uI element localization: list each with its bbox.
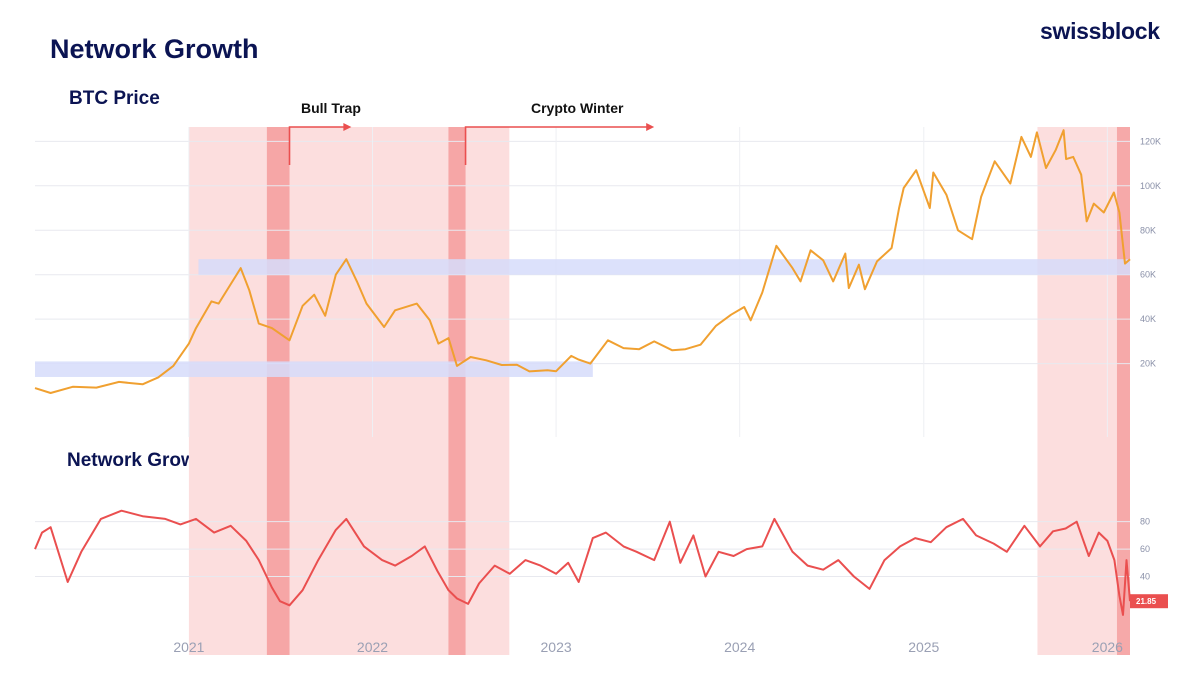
axis-ticks: 20K 40K 60K 80K 100K 120K 40 60 80 2021 2022 2023 20…	[173, 136, 1168, 655]
price-y-tick: 60K	[1140, 270, 1156, 280]
price-y-tick: 40K	[1140, 314, 1156, 324]
x-axis-tick: 2023	[541, 639, 572, 655]
brand-logo: swissblock	[1040, 18, 1160, 44]
annotation-arrow-1	[464, 126, 649, 165]
x-axis-tick: 2024	[724, 639, 755, 655]
crypto-winter-label: Crypto Winter	[531, 100, 624, 116]
price-y-tick: 100K	[1140, 181, 1161, 191]
annotations: Bull Trap Crypto Winter	[288, 100, 655, 165]
network-growth-line	[34, 509, 1131, 616]
price-y-tick: 120K	[1140, 136, 1161, 146]
support-band-0	[198, 259, 1131, 275]
growth-panel-title: Network Growth	[67, 450, 214, 471]
series-lines	[34, 129, 1131, 616]
annotation-arrowhead-1	[646, 123, 655, 131]
annotation-arrow-0	[288, 126, 346, 165]
growth-y-tick: 40	[1140, 572, 1150, 582]
capitulation-region-1	[448, 127, 466, 655]
annotation-arrowhead-0	[343, 123, 352, 131]
capitulation-region-0	[266, 127, 290, 655]
capitulation-region-2	[1116, 127, 1130, 655]
page-title: Network Growth	[50, 34, 259, 64]
price-y-tick: 20K	[1140, 359, 1156, 369]
growth-y-tick: 80	[1140, 517, 1150, 527]
bull-trap-label: Bull Trap	[301, 100, 361, 116]
last-value-badge	[1130, 594, 1168, 609]
btc-price-line	[34, 129, 1131, 394]
highlight-bands	[188, 127, 1130, 655]
x-axis-tick: 2026	[1092, 639, 1123, 655]
x-axis-tick: 2021	[173, 639, 204, 655]
price-panel-title: BTC Price	[69, 88, 160, 109]
x-axis-tick: 2022	[357, 639, 388, 655]
shaded-region-2	[1037, 127, 1117, 655]
x-axis-tick: 2025	[908, 639, 939, 655]
price-y-tick: 80K	[1140, 225, 1156, 235]
shaded-region-1	[326, 127, 510, 655]
last-value-label: 21.85	[1136, 597, 1157, 606]
support-band-1	[35, 361, 593, 377]
growth-y-tick: 60	[1140, 544, 1150, 554]
